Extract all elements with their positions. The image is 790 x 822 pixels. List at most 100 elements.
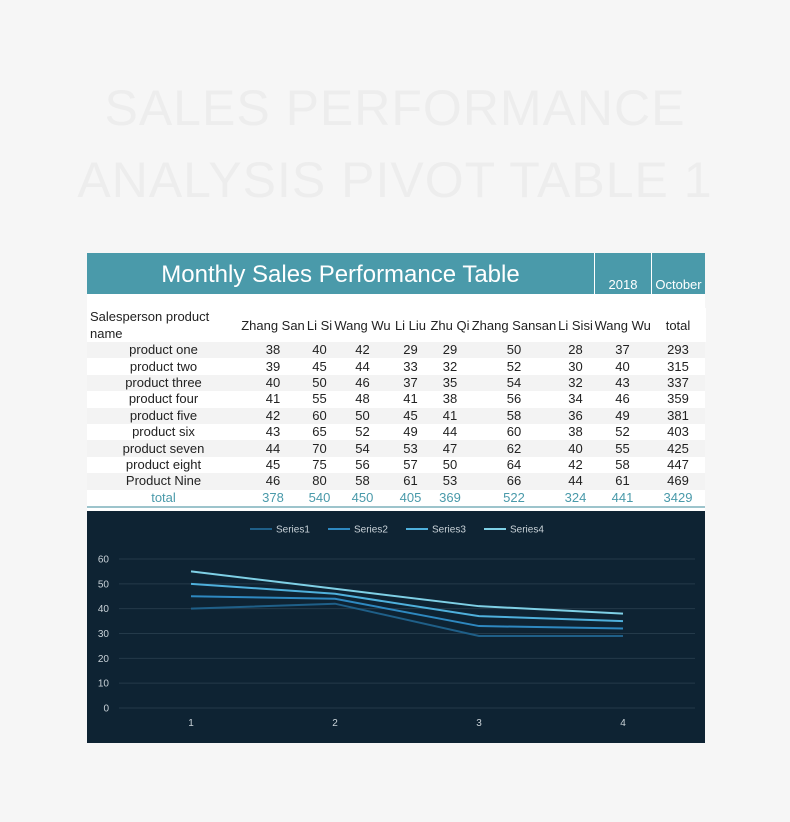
value-cell[interactable]: 61 — [594, 473, 651, 490]
value-cell[interactable]: 44 — [429, 423, 471, 441]
product-name-cell[interactable]: product five — [87, 407, 240, 424]
total-value-cell[interactable]: 378 — [240, 489, 306, 508]
total-value-cell[interactable]: 540 — [306, 489, 333, 508]
value-cell[interactable]: 42 — [240, 407, 306, 424]
value-cell[interactable]: 52 — [594, 423, 651, 441]
value-cell[interactable]: 40 — [240, 374, 306, 392]
value-cell[interactable]: 58 — [333, 473, 392, 490]
value-cell[interactable]: 37 — [594, 342, 651, 359]
header-cell[interactable]: Li Liu — [392, 308, 430, 342]
value-cell[interactable]: 54 — [471, 374, 557, 392]
value-cell[interactable]: 53 — [429, 473, 471, 490]
value-cell[interactable]: 45 — [306, 358, 333, 375]
month-cell[interactable]: October — [651, 253, 705, 294]
value-cell[interactable]: 41 — [240, 391, 306, 408]
value-cell[interactable]: 46 — [333, 374, 392, 392]
year-cell[interactable]: 2018 — [594, 253, 651, 294]
value-cell[interactable]: 32 — [557, 374, 594, 392]
value-cell[interactable]: 30 — [557, 358, 594, 375]
value-cell[interactable]: 60 — [471, 423, 557, 441]
value-cell[interactable]: 293 — [651, 342, 705, 359]
value-cell[interactable]: 315 — [651, 358, 705, 375]
total-value-cell[interactable]: 450 — [333, 489, 392, 508]
series-line-4[interactable] — [190, 570, 624, 615]
value-cell[interactable]: 62 — [471, 440, 557, 457]
value-cell[interactable]: 50 — [333, 407, 392, 424]
value-cell[interactable]: 53 — [392, 440, 429, 457]
value-cell[interactable]: 44 — [557, 473, 594, 490]
value-cell[interactable]: 29 — [429, 342, 471, 359]
product-name-cell[interactable]: product two — [87, 358, 240, 375]
header-cell[interactable]: Zhang Sansan — [471, 308, 558, 342]
value-cell[interactable]: 80 — [306, 473, 333, 490]
value-cell[interactable]: 52 — [471, 358, 557, 375]
value-cell[interactable]: 47 — [429, 440, 471, 457]
total-value-cell[interactable]: 369 — [429, 489, 471, 508]
product-name-cell[interactable]: product one — [87, 342, 240, 359]
value-cell[interactable]: 46 — [594, 391, 651, 408]
total-value-cell[interactable]: 405 — [392, 489, 429, 508]
value-cell[interactable]: 55 — [306, 391, 333, 408]
value-cell[interactable]: 49 — [392, 423, 429, 441]
header-cell[interactable]: Li Sisi — [557, 308, 595, 342]
value-cell[interactable]: 40 — [557, 440, 594, 457]
value-cell[interactable]: 38 — [557, 423, 594, 441]
total-label[interactable]: total — [87, 489, 240, 508]
value-cell[interactable]: 447 — [651, 456, 705, 474]
value-cell[interactable]: 29 — [392, 342, 429, 359]
value-cell[interactable]: 54 — [333, 440, 392, 457]
value-cell[interactable]: 55 — [594, 440, 651, 457]
value-cell[interactable]: 40 — [594, 358, 651, 375]
product-name-cell[interactable]: Product Nine — [87, 473, 240, 490]
product-name-cell[interactable]: product four — [87, 391, 240, 408]
value-cell[interactable]: 58 — [594, 456, 651, 474]
header-cell[interactable]: Zhang San — [240, 308, 307, 342]
value-cell[interactable]: 40 — [306, 342, 333, 359]
value-cell[interactable]: 45 — [392, 407, 429, 424]
value-cell[interactable]: 50 — [471, 342, 557, 359]
value-cell[interactable]: 60 — [306, 407, 333, 424]
header-cell[interactable]: Wang Wu — [594, 308, 652, 342]
value-cell[interactable]: 61 — [392, 473, 429, 490]
product-name-cell[interactable]: product six — [87, 423, 240, 441]
value-cell[interactable]: 52 — [333, 423, 392, 441]
header-cell[interactable]: Li Si — [306, 308, 334, 342]
value-cell[interactable]: 50 — [306, 374, 333, 392]
value-cell[interactable]: 337 — [651, 374, 705, 392]
value-cell[interactable]: 403 — [651, 423, 705, 441]
value-cell[interactable]: 42 — [333, 342, 392, 359]
value-cell[interactable]: 64 — [471, 456, 557, 474]
value-cell[interactable]: 425 — [651, 440, 705, 457]
value-cell[interactable]: 58 — [471, 407, 557, 424]
series-line-2[interactable] — [190, 595, 624, 630]
value-cell[interactable]: 35 — [429, 374, 471, 392]
value-cell[interactable]: 43 — [594, 374, 651, 392]
value-cell[interactable]: 34 — [557, 391, 594, 408]
product-name-cell[interactable]: product eight — [87, 456, 240, 474]
value-cell[interactable]: 66 — [471, 473, 557, 490]
value-cell[interactable]: 32 — [429, 358, 471, 375]
value-cell[interactable]: 57 — [392, 456, 429, 474]
value-cell[interactable]: 33 — [392, 358, 429, 375]
value-cell[interactable]: 48 — [333, 391, 392, 408]
header-cell[interactable]: Zhu Qi — [429, 308, 472, 342]
value-cell[interactable]: 70 — [306, 440, 333, 457]
value-cell[interactable]: 49 — [594, 407, 651, 424]
header-salesperson-product-name[interactable]: Salesperson product name — [87, 308, 241, 342]
value-cell[interactable]: 38 — [240, 342, 306, 359]
value-cell[interactable]: 41 — [392, 391, 429, 408]
value-cell[interactable]: 56 — [333, 456, 392, 474]
value-cell[interactable]: 43 — [240, 423, 306, 441]
product-name-cell[interactable]: product seven — [87, 440, 240, 457]
value-cell[interactable]: 41 — [429, 407, 471, 424]
total-value-cell[interactable]: 522 — [471, 489, 557, 508]
series-line-1[interactable] — [190, 602, 623, 637]
value-cell[interactable]: 45 — [240, 456, 306, 474]
value-cell[interactable]: 38 — [429, 391, 471, 408]
value-cell[interactable]: 65 — [306, 423, 333, 441]
value-cell[interactable]: 37 — [392, 374, 429, 392]
value-cell[interactable]: 56 — [471, 391, 557, 408]
value-cell[interactable]: 46 — [240, 473, 306, 490]
total-value-cell[interactable]: 3429 — [651, 489, 705, 508]
value-cell[interactable]: 381 — [651, 407, 705, 424]
